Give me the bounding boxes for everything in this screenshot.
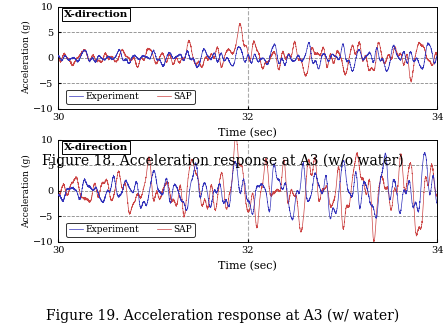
SAP <box>404 182 409 186</box>
Experiment <box>331 206 336 210</box>
SAP <box>55 52 61 56</box>
Text: X-direction: X-direction <box>64 143 128 152</box>
Experiment <box>350 70 355 74</box>
SAP <box>434 55 440 59</box>
Experiment <box>235 177 241 181</box>
Y-axis label: Acceleration (g): Acceleration (g) <box>22 154 31 227</box>
SAP <box>237 21 243 25</box>
Experiment <box>55 193 61 197</box>
SAP <box>55 195 61 199</box>
SAP <box>434 193 440 197</box>
Line: Experiment: Experiment <box>58 42 437 72</box>
SAP <box>409 80 414 84</box>
Experiment <box>422 150 428 154</box>
SAP <box>232 138 238 142</box>
SAP <box>331 200 336 204</box>
SAP <box>404 53 409 57</box>
Experiment <box>404 60 409 64</box>
Experiment <box>306 40 312 44</box>
Experiment <box>404 191 409 195</box>
SAP <box>331 60 336 64</box>
Legend: Experiment, SAP: Experiment, SAP <box>66 90 195 104</box>
Experiment <box>423 51 428 55</box>
Experiment <box>331 53 336 57</box>
Line: SAP: SAP <box>58 140 437 241</box>
Experiment <box>423 154 428 158</box>
SAP <box>371 239 376 243</box>
Experiment <box>215 190 220 194</box>
SAP <box>423 174 428 178</box>
SAP <box>235 31 241 35</box>
Experiment <box>289 218 295 222</box>
SAP <box>218 61 223 65</box>
SAP <box>218 176 223 180</box>
Line: Experiment: Experiment <box>58 152 437 220</box>
Text: X-direction: X-direction <box>64 10 128 19</box>
Text: Figure 18. Acceleration response at A3 (w/o water): Figure 18. Acceleration response at A3 (… <box>42 153 404 168</box>
SAP <box>235 154 241 158</box>
SAP <box>423 52 428 56</box>
Text: Figure 19. Acceleration response at A3 (w/ water): Figure 19. Acceleration response at A3 (… <box>46 309 400 323</box>
X-axis label: Time (sec): Time (sec) <box>218 261 277 271</box>
SAP <box>215 45 220 49</box>
Legend: Experiment, SAP: Experiment, SAP <box>66 223 195 237</box>
Line: SAP: SAP <box>58 23 437 82</box>
Y-axis label: Acceleration (g): Acceleration (g) <box>22 21 31 94</box>
Experiment <box>434 53 440 57</box>
Experiment <box>434 202 440 206</box>
Experiment <box>218 52 223 56</box>
Experiment <box>218 183 223 187</box>
Experiment <box>235 46 241 50</box>
X-axis label: Time (sec): Time (sec) <box>218 128 277 138</box>
Experiment <box>55 55 61 59</box>
SAP <box>215 198 220 202</box>
Experiment <box>215 59 220 63</box>
